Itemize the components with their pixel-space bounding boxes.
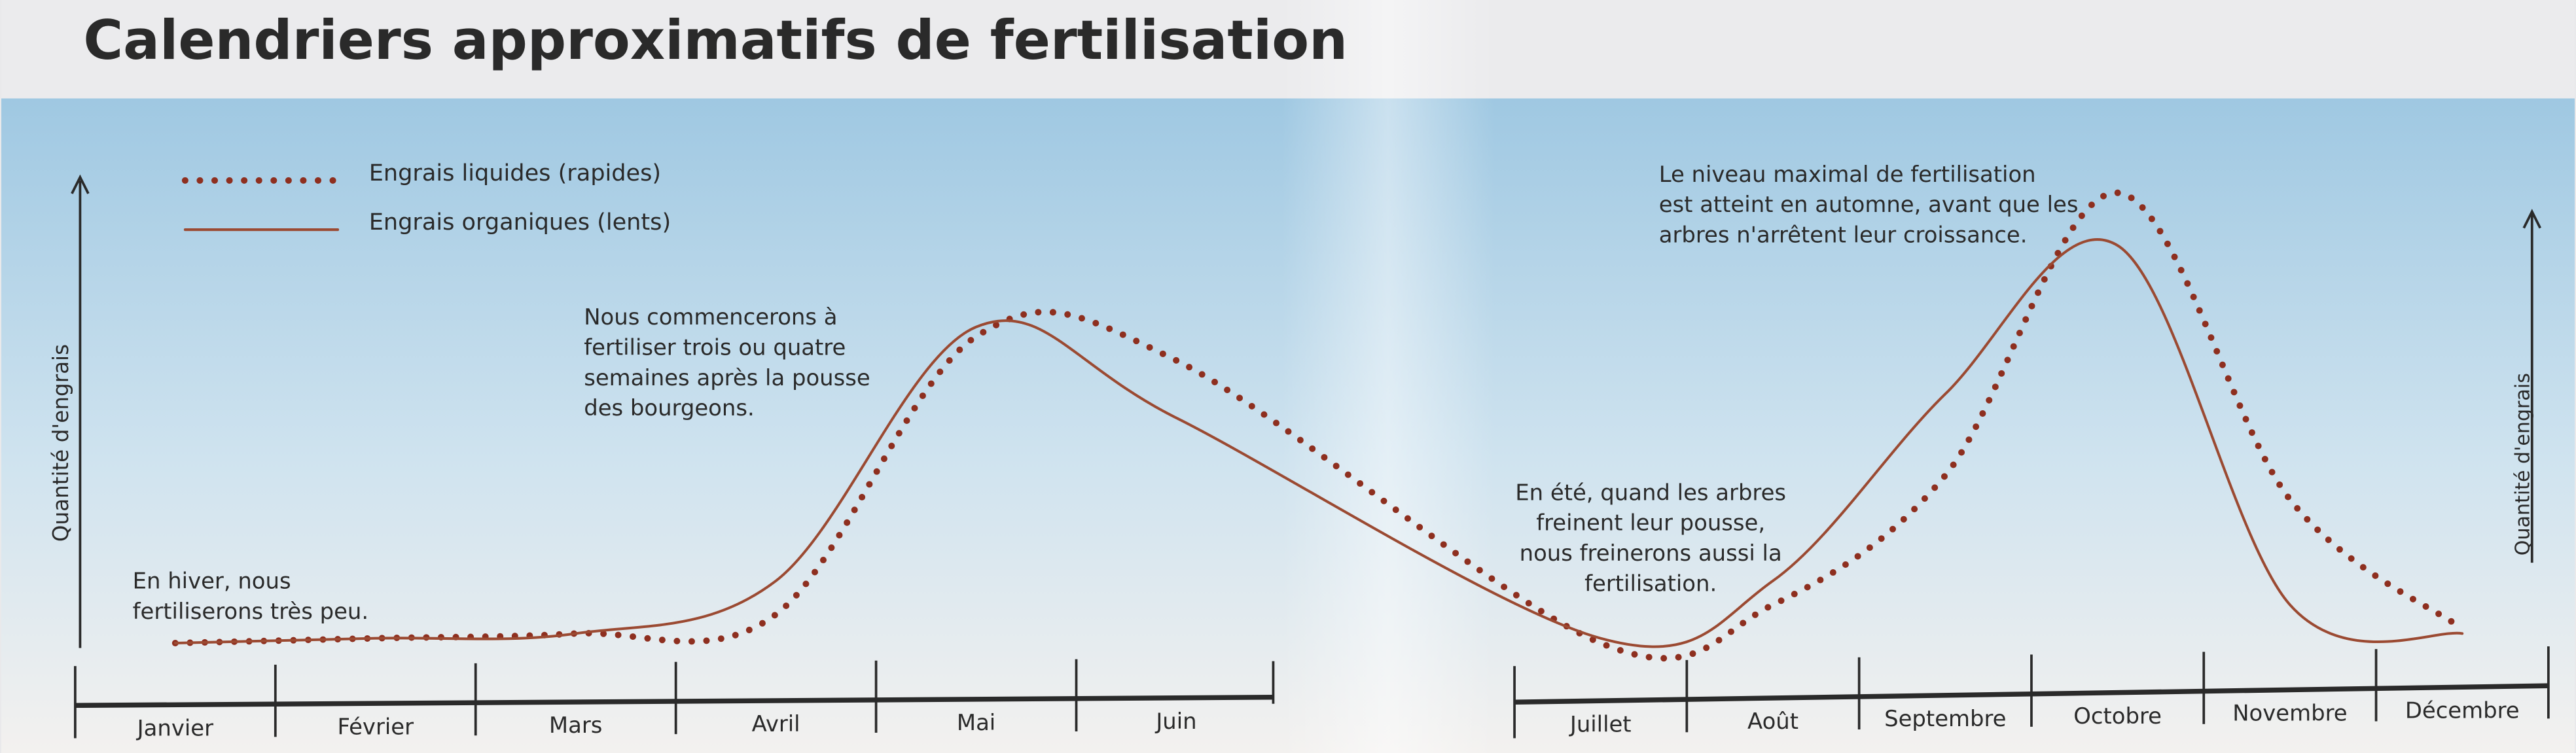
annotation: En hiver, nous xyxy=(133,569,291,594)
annotation: Nous commencerons à xyxy=(584,304,837,330)
annotation: des bourgeons. xyxy=(584,395,755,421)
legend-label: Engrais liquides (rapides) xyxy=(369,160,661,186)
y-axis-arrow xyxy=(71,174,90,194)
x-tick-label: Janvier xyxy=(136,715,213,741)
series-line xyxy=(171,189,2466,662)
annotation: fertilisation. xyxy=(1584,570,1717,596)
annotation: En été, quand les arbres xyxy=(1515,480,1786,505)
x-tick-label: Mars xyxy=(549,712,602,738)
page-fold xyxy=(1281,0,1495,753)
plot: Janvier Février Mars Avril Mai Juin Juillet Aoû… xyxy=(73,160,2550,741)
x-tick-label: Décembre xyxy=(2405,697,2520,723)
y-axis-label-right: Quantité d'engrais xyxy=(2512,373,2535,555)
x-tick-label: Août xyxy=(1747,709,1798,734)
y-axis-label: Quantité d'engrais xyxy=(48,344,73,542)
annotation: Le niveau maximal de fertilisation xyxy=(1659,162,2036,187)
annotation: freinent leur pousse, xyxy=(1536,510,1765,536)
x-tick-label: Juillet xyxy=(1569,711,1632,737)
x-tick-label: Octobre xyxy=(2073,703,2162,729)
annotation: arbres n'arrêtent leur croissance. xyxy=(1659,222,2028,248)
x-tick-label: Février xyxy=(337,714,414,739)
annotation: fertiliserons très peu. xyxy=(133,599,368,624)
x-tick-label: Mai xyxy=(957,710,995,735)
y-axis-right-arrow xyxy=(2522,209,2542,229)
x-tick-label: Septembre xyxy=(1884,706,2006,731)
annotation: fertiliser trois ou quatre xyxy=(584,334,846,360)
annotation: nous freinerons aussi la xyxy=(1520,540,1782,566)
chart-title: Calendriers approximatifs de fertilisati… xyxy=(83,9,1348,72)
series-line xyxy=(173,238,2464,648)
annotation: est atteint en automne, avant que les xyxy=(1659,192,2079,217)
legend-label: Engrais organiques (lents) xyxy=(369,209,671,236)
x-tick-label: Juin xyxy=(1154,709,1196,734)
x-tick-label: Avril xyxy=(752,711,800,737)
annotation: semaines après la pousse xyxy=(584,365,870,391)
x-tick-label: Novembre xyxy=(2232,701,2347,726)
